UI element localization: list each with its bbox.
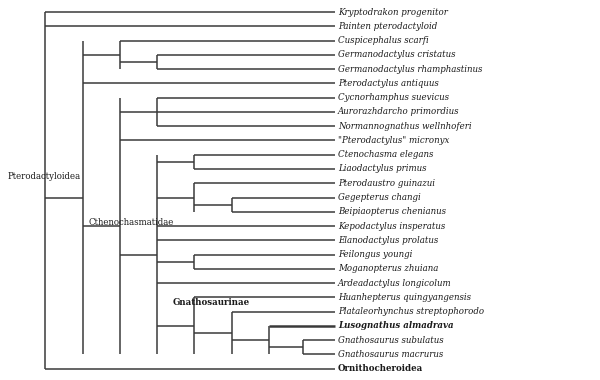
Text: Plataleorhynchus streptophorodo: Plataleorhynchus streptophorodo [338,307,484,316]
Text: Cthenochasmatidae: Cthenochasmatidae [89,218,174,227]
Text: Lusognathus almadrava: Lusognathus almadrava [338,321,454,330]
Text: Ctenochasma elegans: Ctenochasma elegans [338,150,433,159]
Text: Huanhepterus quingyangensis: Huanhepterus quingyangensis [338,293,471,302]
Text: Normannognathus wellnhoferi: Normannognathus wellnhoferi [338,122,472,131]
Text: Ardeadactylus longicolum: Ardeadactylus longicolum [338,279,451,288]
Text: Gnathosaurinae: Gnathosaurinae [172,298,250,307]
Text: "Pterodactylus" micronyx: "Pterodactylus" micronyx [338,136,449,145]
Text: Pterodactyloidea: Pterodactyloidea [7,172,80,181]
Text: Beipiaopterus chenianus: Beipiaopterus chenianus [338,207,446,216]
Text: Kepodactylus insperatus: Kepodactylus insperatus [338,222,445,231]
Text: Pterodaustro guinazui: Pterodaustro guinazui [338,179,435,188]
Text: Kryptodrakon progenitor: Kryptodrakon progenitor [338,8,448,17]
Text: Germanodactylus rhamphastinus: Germanodactylus rhamphastinus [338,65,482,74]
Text: Ornithocheroidea: Ornithocheroidea [338,364,423,373]
Text: Feilongus youngi: Feilongus youngi [338,250,412,259]
Text: Moganopterus zhuiana: Moganopterus zhuiana [338,264,438,273]
Text: Gnathosaurus subulatus: Gnathosaurus subulatus [338,336,443,345]
Text: Elanodactylus prolatus: Elanodactylus prolatus [338,236,438,245]
Text: Pterodactylus antiquus: Pterodactylus antiquus [338,79,439,88]
Text: Gnathosaurus macrurus: Gnathosaurus macrurus [338,350,443,359]
Text: Painten pterodactyloid: Painten pterodactyloid [338,22,437,31]
Text: Cycnorhamphus suevicus: Cycnorhamphus suevicus [338,93,449,102]
Text: Gegepterus changi: Gegepterus changi [338,193,421,202]
Text: Cuspicephalus scarfi: Cuspicephalus scarfi [338,36,428,45]
Text: Liaodactylus primus: Liaodactylus primus [338,165,426,174]
Text: Germanodactylus cristatus: Germanodactylus cristatus [338,51,455,59]
Text: Aurorazhdarcho primordius: Aurorazhdarcho primordius [338,108,460,116]
